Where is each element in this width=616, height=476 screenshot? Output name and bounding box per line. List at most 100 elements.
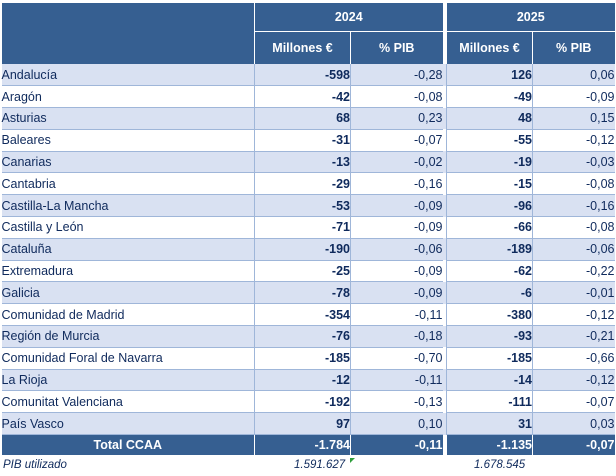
column-gap	[442, 238, 447, 261]
total-row: Total CCAA -1.784 -0,11 -1.135 -0,07	[1, 434, 615, 455]
pib-2024: -0,11	[350, 303, 443, 327]
footnote-pib-2024: 1.591.627	[294, 459, 346, 471]
region-name: Asturias	[1, 107, 255, 130]
millones-2024: -598	[254, 64, 351, 87]
pib-2025: 0,15	[532, 107, 615, 130]
pib-2024: -0,13	[350, 390, 443, 414]
millones-2025: -93	[446, 325, 533, 348]
pib-2024: -0,11	[350, 369, 443, 392]
region-name: Comunitat Valenciana	[1, 390, 255, 414]
table-row: Extremadura -25 -0,09 -62 -0,22	[1, 260, 615, 283]
pib-2025: -0,08	[532, 172, 615, 196]
column-gap	[442, 216, 447, 239]
millones-2024: -13	[254, 151, 351, 174]
millones-2025: -15	[446, 172, 533, 196]
region-name: Comunidad de Madrid	[1, 303, 255, 327]
table-row: Aragón -42 -0,08 -49 -0,09	[1, 85, 615, 109]
pib-2024: -0,02	[350, 151, 443, 174]
deficit-table: 2024 2025 Millones € % PIB Millones € % …	[1, 3, 615, 455]
millones-2025: -19	[446, 151, 533, 174]
table-row: Comunidad Foral de Navarra -185 -0,70 -185-…	[1, 347, 615, 370]
pib-2024: -0,16	[350, 172, 443, 196]
column-gap	[442, 434, 447, 455]
column-gap	[442, 347, 447, 370]
pib-2024: -0,28	[350, 64, 443, 87]
table-row: Castilla-La Mancha -53 -0,09 -96 -0,16	[1, 194, 615, 218]
millones-2024: -192	[254, 390, 351, 414]
region-name: La Rioja	[1, 369, 255, 392]
millones-2025: 48	[446, 107, 533, 130]
footnote-label: PIB utilizado	[3, 459, 67, 471]
column-gap	[442, 369, 447, 391]
pib-2025: -0,08	[532, 216, 615, 239]
region-name: Cataluña	[1, 238, 255, 261]
total-pib-2024: -0,11	[350, 434, 443, 455]
footnote-pib-2025: 1.678.545	[474, 459, 526, 471]
millones-2025: -49	[446, 85, 533, 109]
pib-2025: -0,66	[532, 347, 615, 370]
millones-2025: 126	[446, 64, 533, 87]
region-name: Galicia	[1, 281, 255, 305]
millones-header-2025: Millones €	[446, 30, 533, 64]
pib-2024: 0,23	[350, 107, 443, 130]
header-row-units: Millones € % PIB Millones € % PIB	[2, 30, 615, 64]
pib-2025: -0,16	[532, 194, 615, 218]
pib-2025: -0,12	[532, 369, 615, 392]
region-name: Cantabria	[1, 172, 255, 196]
table-row: Cataluña -190 -0,06 -189 -0,06	[1, 238, 615, 261]
pib-2025: 0,06	[532, 64, 615, 87]
region-name: Baleares	[1, 129, 255, 152]
millones-2024: -78	[254, 281, 351, 305]
pib-2024: -0,09	[350, 260, 443, 283]
region-header-cell	[1, 3, 255, 64]
pib-header-2024: % PIB	[350, 30, 443, 64]
table-row: Asturias 68 0,23 48 0,15	[1, 107, 615, 130]
millones-2024: -31	[254, 129, 351, 152]
pib-2024: -0,18	[350, 325, 443, 348]
table-row: Canarias -13 -0,02 -19 -0,03	[1, 151, 615, 174]
millones-2025: -66	[446, 216, 533, 239]
total-millones-2024: -1.784	[254, 434, 351, 455]
column-gap	[442, 325, 447, 348]
pib-2024: -0,70	[350, 347, 443, 370]
millones-2024: -71	[254, 216, 351, 239]
pib-2024: 0,10	[350, 412, 443, 436]
millones-2024: -354	[254, 303, 351, 327]
millones-2025: 31	[446, 412, 533, 436]
cell-comment-marker	[350, 458, 355, 463]
column-gap	[442, 3, 447, 64]
header-row-years: 2024 2025	[1, 3, 615, 64]
pib-2025: -0,01	[532, 281, 615, 305]
millones-2024: -29	[254, 172, 351, 196]
millones-2024: 68	[254, 107, 351, 130]
region-name: Castilla y León	[1, 216, 255, 239]
region-name: Canarias	[1, 151, 255, 174]
region-name: Andalucía	[1, 64, 255, 87]
year-header-2024: 2024	[254, 3, 443, 31]
millones-header-2024: Millones €	[254, 30, 351, 64]
column-gap	[442, 85, 447, 108]
column-gap	[442, 194, 447, 217]
table-row: Andalucía -598 -0,28 126 0,06	[1, 64, 615, 87]
millones-2024: -53	[254, 194, 351, 218]
region-name: Comunidad Foral de Navarra	[1, 347, 255, 370]
table-row: Galicia -78 -0,09 -6 -0,01	[1, 281, 615, 305]
pib-2025: -0,21	[532, 325, 615, 348]
pib-2025: -0,12	[532, 303, 615, 327]
region-name: Región de Murcia	[1, 325, 255, 348]
column-gap	[442, 151, 447, 173]
column-gap	[442, 390, 447, 413]
pib-2024: -0,08	[350, 85, 443, 109]
millones-2024: -25	[254, 260, 351, 283]
pib-2025: -0,22	[532, 260, 615, 283]
column-gap	[442, 172, 447, 195]
table-row: Comunitat Valenciana -192 -0,13 -111 -0,07	[1, 390, 615, 414]
table-row: País Vasco 97 0,10 31 0,03	[1, 412, 615, 436]
millones-2024: -12	[254, 369, 351, 392]
pib-2025: -0,12	[532, 129, 615, 152]
column-gap	[442, 129, 447, 152]
region-name: Castilla-La Mancha	[1, 194, 255, 218]
pib-header-2025: % PIB	[532, 30, 615, 64]
millones-2025: -62	[446, 260, 533, 283]
year-header-2025: 2025	[446, 3, 615, 31]
